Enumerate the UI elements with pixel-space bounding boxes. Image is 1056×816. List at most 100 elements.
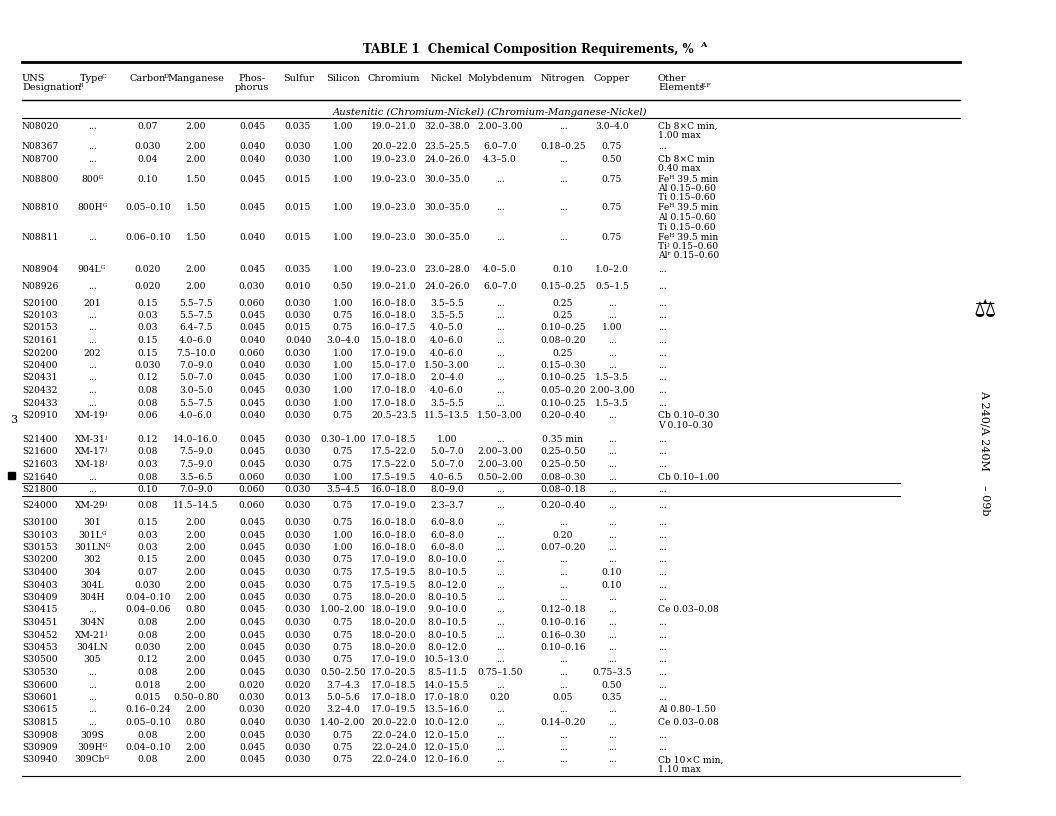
Text: Elements: Elements: [658, 83, 704, 92]
Text: ...: ...: [607, 706, 617, 715]
Text: ...: ...: [495, 655, 505, 664]
Text: 0.10: 0.10: [602, 580, 622, 589]
Text: Carbon: Carbon: [130, 74, 166, 83]
Text: 18.0–20.0: 18.0–20.0: [372, 631, 417, 640]
Text: 3.5–6.5: 3.5–6.5: [180, 472, 213, 481]
Text: S30200: S30200: [22, 556, 58, 565]
Text: ...: ...: [607, 718, 617, 727]
Text: ...: ...: [495, 203, 505, 212]
Bar: [8, 472, 15, 478]
Text: 16.0–18.0: 16.0–18.0: [372, 518, 417, 527]
Text: ...: ...: [88, 154, 96, 163]
Text: 0.08: 0.08: [137, 756, 158, 765]
Text: 3.5–5.5: 3.5–5.5: [430, 299, 464, 308]
Text: 0.10: 0.10: [602, 568, 622, 577]
Text: 23.0–28.0: 23.0–28.0: [425, 265, 470, 274]
Text: 19.0–23.0: 19.0–23.0: [372, 203, 417, 212]
Text: ...: ...: [495, 681, 505, 690]
Text: 0.5–1.5: 0.5–1.5: [596, 282, 629, 291]
Text: 16.0–17.5: 16.0–17.5: [372, 323, 417, 332]
Text: ...: ...: [658, 447, 666, 456]
Text: N08904: N08904: [22, 265, 59, 274]
Text: ...: ...: [607, 336, 617, 345]
Text: 4.0–6.0: 4.0–6.0: [180, 336, 213, 345]
Text: 0.015: 0.015: [285, 233, 312, 242]
Text: ...: ...: [607, 348, 617, 357]
Text: ...: ...: [607, 556, 617, 565]
Text: 0.015: 0.015: [285, 323, 312, 332]
Text: 0.50–0.80: 0.50–0.80: [173, 693, 219, 702]
Text: 17.0–18.0: 17.0–18.0: [372, 693, 417, 702]
Text: 0.045: 0.045: [239, 631, 265, 640]
Text: 0.045: 0.045: [239, 618, 265, 627]
Text: 17.0–18.0: 17.0–18.0: [372, 398, 417, 407]
Text: 6.0–7.0: 6.0–7.0: [484, 282, 516, 291]
Text: 0.060: 0.060: [239, 502, 265, 511]
Text: 0.16–0.30: 0.16–0.30: [541, 631, 586, 640]
Text: 0.25: 0.25: [552, 299, 573, 308]
Text: ...: ...: [495, 323, 505, 332]
Text: 0.030: 0.030: [285, 518, 312, 527]
Text: ...: ...: [559, 556, 567, 565]
Text: 0.030: 0.030: [285, 411, 312, 420]
Text: 2.00–3.00: 2.00–3.00: [477, 460, 523, 469]
Text: ...: ...: [658, 618, 666, 627]
Text: 0.10: 0.10: [137, 175, 158, 184]
Text: ⚖: ⚖: [974, 298, 996, 322]
Text: 0.75–3.5: 0.75–3.5: [592, 668, 631, 677]
Text: Alʳ 0.15–0.60: Alʳ 0.15–0.60: [658, 251, 719, 260]
Text: N08811: N08811: [22, 233, 59, 242]
Text: 0.045: 0.045: [239, 435, 265, 444]
Text: 0.018: 0.018: [135, 681, 162, 690]
Text: 0.045: 0.045: [239, 743, 265, 752]
Text: 0.045: 0.045: [239, 175, 265, 184]
Text: 4.0–6.0: 4.0–6.0: [430, 386, 464, 395]
Text: ...: ...: [495, 348, 505, 357]
Text: 0.03: 0.03: [137, 311, 158, 320]
Text: 0.50: 0.50: [333, 282, 354, 291]
Text: 0.08: 0.08: [137, 618, 158, 627]
Text: ...: ...: [559, 756, 567, 765]
Text: 17.5–19.5: 17.5–19.5: [372, 472, 417, 481]
Text: 0.50: 0.50: [602, 154, 622, 163]
Text: 0.75: 0.75: [333, 643, 353, 652]
Text: ...: ...: [495, 502, 505, 511]
Text: 0.75: 0.75: [333, 655, 353, 664]
Text: 20.5–23.5: 20.5–23.5: [372, 411, 417, 420]
Text: 17.0–18.0: 17.0–18.0: [372, 374, 417, 383]
Text: 12.0–16.0: 12.0–16.0: [425, 756, 470, 765]
Text: 0.045: 0.045: [239, 386, 265, 395]
Text: ...: ...: [607, 655, 617, 664]
Text: 0.045: 0.045: [239, 122, 265, 131]
Text: S30103: S30103: [22, 530, 58, 539]
Text: 0.15: 0.15: [137, 556, 158, 565]
Text: 0.75: 0.75: [602, 233, 622, 242]
Text: S21603: S21603: [22, 460, 58, 469]
Text: ...: ...: [559, 580, 567, 589]
Text: 0.18–0.25: 0.18–0.25: [541, 142, 586, 151]
Text: 0.12: 0.12: [137, 374, 158, 383]
Text: 0.08: 0.08: [137, 472, 158, 481]
Text: ...: ...: [495, 605, 505, 614]
Text: 0.75: 0.75: [333, 311, 353, 320]
Text: Sulfur: Sulfur: [283, 74, 314, 83]
Text: S20200: S20200: [22, 348, 58, 357]
Text: 0.045: 0.045: [239, 568, 265, 577]
Text: 0.030: 0.030: [135, 643, 162, 652]
Text: N08810: N08810: [22, 203, 59, 212]
Text: – 09b: – 09b: [980, 485, 991, 515]
Text: 0.045: 0.045: [239, 398, 265, 407]
Text: Feᴴ 39.5 min: Feᴴ 39.5 min: [658, 175, 718, 184]
Text: 0.75: 0.75: [602, 175, 622, 184]
Text: 3.7–4.3: 3.7–4.3: [326, 681, 360, 690]
Text: 0.030: 0.030: [285, 568, 312, 577]
Text: 0.25–0.50: 0.25–0.50: [541, 460, 586, 469]
Text: S20100: S20100: [22, 299, 58, 308]
Text: 11.5–14.5: 11.5–14.5: [173, 502, 219, 511]
Text: ...: ...: [88, 472, 96, 481]
Text: 4.0–6.5: 4.0–6.5: [430, 472, 464, 481]
Text: 0.030: 0.030: [285, 543, 312, 552]
Text: ...: ...: [658, 502, 666, 511]
Text: 0.030: 0.030: [285, 374, 312, 383]
Text: 0.08: 0.08: [137, 631, 158, 640]
